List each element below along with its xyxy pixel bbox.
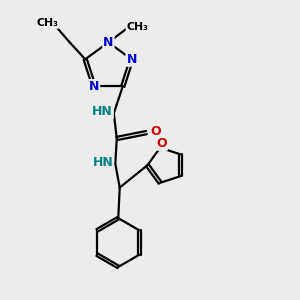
Text: O: O xyxy=(151,124,161,138)
Text: CH₃: CH₃ xyxy=(127,22,148,32)
Text: CH₃: CH₃ xyxy=(36,18,58,28)
Text: HN: HN xyxy=(92,156,113,169)
Text: N: N xyxy=(103,36,114,49)
Text: O: O xyxy=(156,137,167,150)
Text: N: N xyxy=(126,53,137,66)
Text: N: N xyxy=(89,80,99,93)
Text: HN: HN xyxy=(92,105,113,118)
